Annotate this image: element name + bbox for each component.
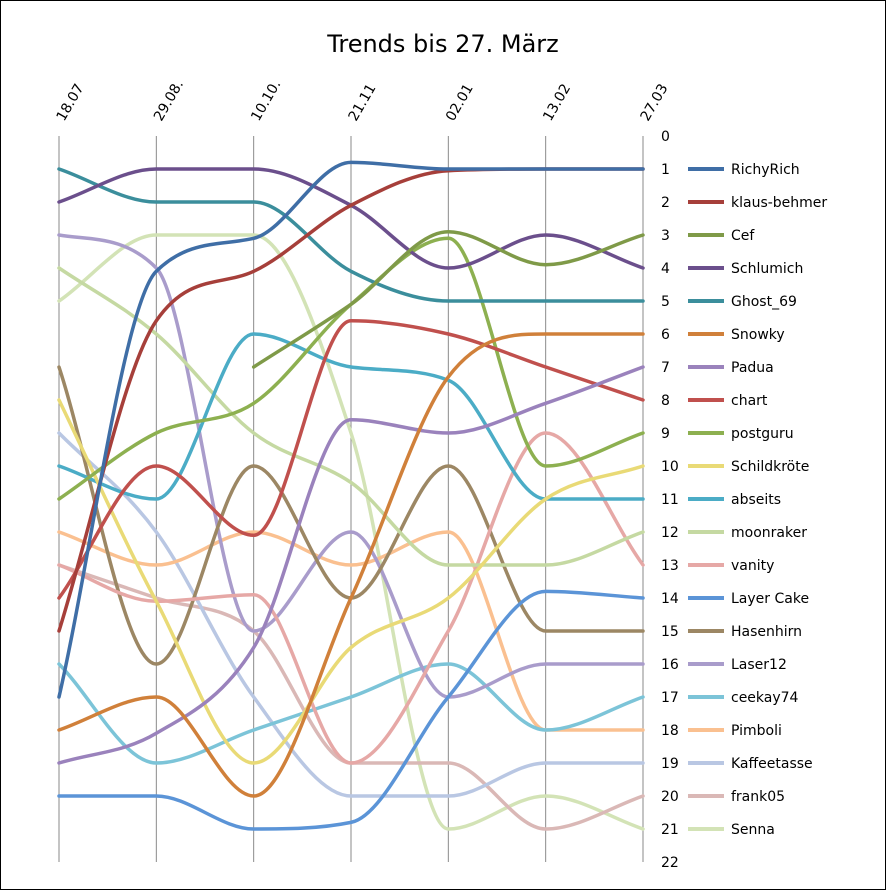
series-line-padua xyxy=(57,365,645,765)
x-tick-label: 18.07 xyxy=(54,81,88,124)
y-tick-label: 9 xyxy=(661,426,670,442)
y-tick-label: 17 xyxy=(661,690,679,706)
series-line-schildkr-te xyxy=(57,398,645,765)
y-tick-label: 8 xyxy=(661,393,670,409)
legend-label: vanity xyxy=(731,558,774,574)
legend-label: Padua xyxy=(731,360,774,376)
legend-label: Kaffeetasse xyxy=(731,756,813,772)
legend-label: moonraker xyxy=(731,525,807,541)
x-tick-label: 21.11 xyxy=(346,81,380,124)
series-line-cef xyxy=(251,229,645,369)
series-line-richyrich xyxy=(57,160,645,699)
x-tick-label: 29.08. xyxy=(151,77,187,124)
y-tick-label: 6 xyxy=(661,327,670,343)
y-tick-label: 7 xyxy=(661,360,670,376)
legend-label: Layer Cake xyxy=(731,591,809,607)
x-tick-label: 13.02 xyxy=(540,81,574,124)
y-tick-label: 3 xyxy=(661,228,670,244)
legend-label: Laser12 xyxy=(731,657,787,673)
y-tick-label: 13 xyxy=(661,558,679,574)
series-line-kaffeetasse xyxy=(57,431,645,798)
y-tick-label: 12 xyxy=(661,525,679,541)
legend-label: Schlumich xyxy=(731,261,803,277)
y-tick-label: 0 xyxy=(661,129,670,145)
legend-label: RichyRich xyxy=(731,162,800,178)
legend-label: Cef xyxy=(731,228,755,244)
x-tick-label: 27.03 xyxy=(638,81,672,124)
series-line-layer-cake xyxy=(57,589,645,831)
y-tick-label: 10 xyxy=(661,459,679,475)
legend-label: ceekay74 xyxy=(731,690,799,706)
legend-label: Ghost_69 xyxy=(731,294,797,310)
legend-label: klaus-behmer xyxy=(731,195,827,211)
y-tick-label: 20 xyxy=(661,789,679,805)
series-line-snowky xyxy=(57,332,645,798)
legend-label: chart xyxy=(731,393,768,409)
series-line-laser12 xyxy=(57,233,645,699)
legend-label: Senna xyxy=(731,822,775,838)
y-tick-label: 5 xyxy=(661,294,670,310)
legend-label: Pimboli xyxy=(731,723,782,739)
legend-label: postguru xyxy=(731,426,794,442)
x-axis-tick-labels: 18.07 29.08. 10.10. 21.11 02.01 13.02 27.03 xyxy=(54,77,672,124)
y-tick-label: 22 xyxy=(661,855,679,871)
legend-label: Schildkröte xyxy=(731,459,809,475)
legend-label: frank05 xyxy=(731,789,785,805)
y-tick-label: 18 xyxy=(661,723,679,739)
y-tick-label: 19 xyxy=(661,756,679,772)
series-lines xyxy=(57,160,645,831)
series-line-ghost-69 xyxy=(57,167,645,303)
series-line-moonraker xyxy=(57,266,645,567)
y-tick-label: 16 xyxy=(661,657,679,673)
legend-label: Snowky xyxy=(731,327,785,343)
series-line-chart xyxy=(57,319,645,600)
series-line-abseits xyxy=(57,332,645,501)
y-tick-label: 11 xyxy=(661,492,679,508)
y-tick-label: 2 xyxy=(661,195,670,211)
legend-label: abseits xyxy=(731,492,781,508)
chart-title: Trends bis 27. März xyxy=(326,30,559,58)
series-line-hasenhirn xyxy=(57,365,645,666)
x-tick-label: 10.10. xyxy=(248,77,284,124)
y-tick-label: 1 xyxy=(661,162,670,178)
legend-label: Hasenhirn xyxy=(731,624,802,640)
legend: RichyRich klaus-behmer Cef Schlumich Ghost_6… xyxy=(688,162,827,838)
y-tick-label: 21 xyxy=(661,822,679,838)
x-tick-label: 02.01 xyxy=(443,81,477,124)
y-tick-label: 14 xyxy=(661,591,679,607)
series-line-ceekay74 xyxy=(57,662,645,765)
series-line-vanity xyxy=(57,431,645,765)
y-tick-label: 15 xyxy=(661,624,679,640)
series-line-senna xyxy=(57,233,645,831)
y-tick-label: 4 xyxy=(661,261,670,277)
